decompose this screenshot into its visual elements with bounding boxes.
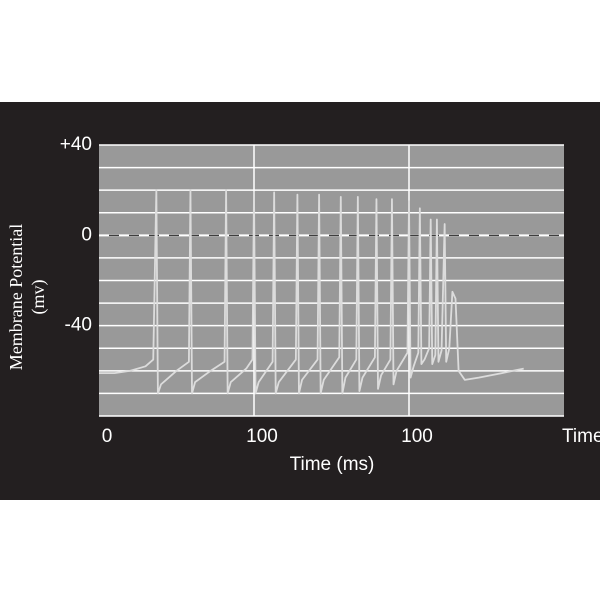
x-tick-label: 100 [401, 426, 433, 447]
x-axis-title: Time (ms) [290, 454, 375, 475]
x-tick-label: Time [562, 426, 600, 447]
y-tick-label: 0 [81, 224, 92, 245]
y-tick-label: -40 [65, 315, 92, 336]
trace-line [99, 189, 524, 395]
y-axis-title: Membrane Potential [6, 224, 26, 370]
y-tick-label: +40 [60, 134, 92, 155]
y-axis-unit: (mv) [28, 280, 49, 315]
x-tick-label: 100 [246, 426, 278, 447]
x-tick-label: 0 [102, 426, 113, 447]
